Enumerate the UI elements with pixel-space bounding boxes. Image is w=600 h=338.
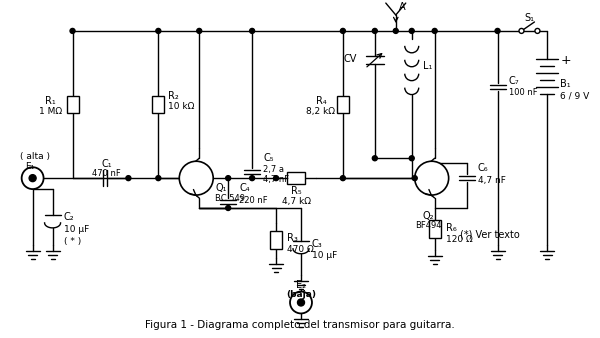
Text: R₃: R₃ — [287, 233, 298, 243]
Circle shape — [126, 176, 131, 180]
Text: +: + — [560, 54, 571, 67]
Text: 120 Ω: 120 Ω — [446, 235, 472, 244]
Circle shape — [250, 176, 254, 180]
Text: R₁: R₁ — [45, 96, 56, 105]
Text: 2,7 a: 2,7 a — [263, 165, 284, 174]
Text: C₂: C₂ — [64, 212, 74, 222]
Text: 8,2 kΩ: 8,2 kΩ — [307, 107, 335, 116]
Text: 100 nF: 100 nF — [509, 88, 537, 97]
Circle shape — [298, 299, 304, 306]
Text: R₆: R₆ — [446, 223, 457, 233]
Circle shape — [274, 176, 278, 180]
Circle shape — [340, 176, 346, 180]
Circle shape — [250, 28, 254, 33]
Circle shape — [495, 28, 500, 33]
Circle shape — [156, 28, 161, 33]
Text: L₁: L₁ — [423, 61, 432, 71]
Text: Q₁: Q₁ — [215, 183, 227, 193]
Circle shape — [415, 161, 449, 195]
Bar — [67, 96, 79, 114]
Circle shape — [519, 28, 524, 33]
Circle shape — [156, 176, 161, 180]
Text: BF494: BF494 — [415, 221, 442, 231]
Circle shape — [409, 28, 414, 33]
Text: E₂: E₂ — [296, 280, 306, 290]
Text: R₂: R₂ — [169, 91, 179, 101]
Bar — [287, 172, 305, 184]
Text: 4,7 kΩ: 4,7 kΩ — [281, 196, 311, 206]
Text: ( * ): ( * ) — [64, 237, 81, 246]
Text: ( alta ): ( alta ) — [20, 152, 50, 161]
Text: Q₂: Q₂ — [423, 211, 434, 221]
Circle shape — [226, 206, 230, 211]
Bar — [152, 96, 164, 114]
Text: (*) Ver texto: (*) Ver texto — [460, 230, 520, 240]
Text: B₁: B₁ — [560, 79, 571, 89]
Circle shape — [432, 28, 437, 33]
Circle shape — [290, 292, 312, 313]
Circle shape — [373, 156, 377, 161]
Text: C₄: C₄ — [239, 183, 250, 193]
Text: 6 / 9 V: 6 / 9 V — [560, 91, 590, 100]
Circle shape — [412, 176, 417, 180]
Circle shape — [373, 28, 377, 33]
Bar — [337, 96, 349, 114]
Text: R₄: R₄ — [316, 96, 326, 105]
Circle shape — [340, 28, 346, 33]
Bar — [270, 232, 282, 249]
Text: 220 nF: 220 nF — [239, 195, 268, 204]
Text: C₅: C₅ — [263, 153, 274, 163]
Circle shape — [179, 161, 213, 195]
Bar — [429, 220, 440, 238]
Text: Figura 1 - Diagrama completo del transmisor para guitarra.: Figura 1 - Diagrama completo del transmi… — [145, 320, 455, 330]
Circle shape — [70, 28, 75, 33]
Text: R₅: R₅ — [290, 186, 301, 196]
Text: C₇: C₇ — [509, 76, 519, 86]
Text: (baja): (baja) — [286, 290, 316, 299]
Text: 4,7 nF: 4,7 nF — [478, 176, 505, 185]
Text: C₃: C₃ — [312, 239, 323, 249]
Text: 4,7 nF: 4,7 nF — [263, 175, 289, 184]
Circle shape — [29, 175, 36, 182]
Circle shape — [22, 167, 44, 189]
Text: E₁: E₁ — [25, 162, 34, 171]
Circle shape — [393, 28, 398, 33]
Text: S₁: S₁ — [524, 13, 535, 23]
Text: C₆: C₆ — [478, 163, 488, 173]
Text: 10 µF: 10 µF — [64, 225, 89, 234]
Circle shape — [197, 28, 202, 33]
Circle shape — [535, 28, 540, 33]
Text: 1 MΩ: 1 MΩ — [39, 107, 62, 116]
Text: CV: CV — [343, 54, 357, 64]
Text: BC 549: BC 549 — [215, 194, 245, 202]
Text: 470 Ω: 470 Ω — [287, 245, 314, 254]
Circle shape — [409, 156, 414, 161]
Text: A: A — [399, 2, 406, 12]
Text: 470 nF: 470 nF — [92, 169, 121, 178]
Text: 10 µF: 10 µF — [312, 251, 337, 260]
Text: C₁: C₁ — [101, 159, 112, 169]
Text: 10 kΩ: 10 kΩ — [169, 102, 194, 111]
Circle shape — [226, 176, 230, 180]
